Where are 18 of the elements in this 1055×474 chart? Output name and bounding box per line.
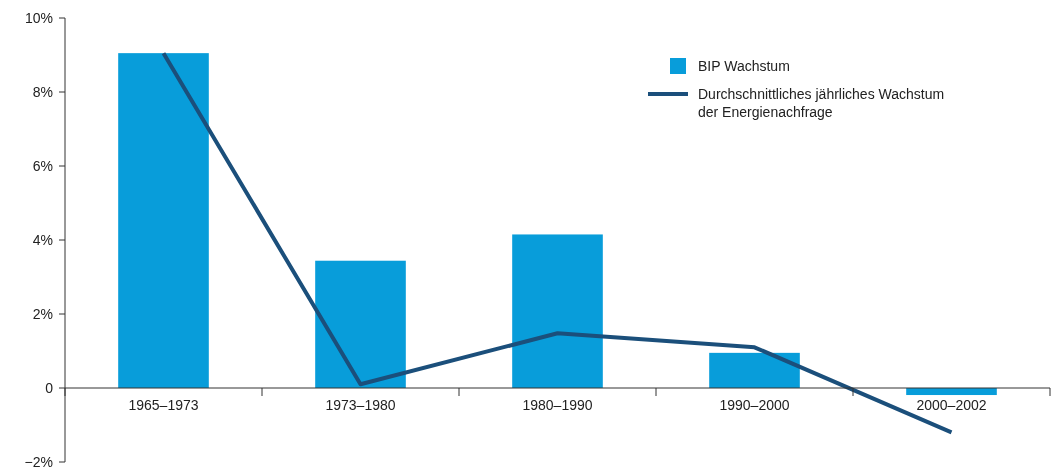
y-tick-label: 2% xyxy=(32,305,53,322)
x-tick-label: 1973–1980 xyxy=(325,397,396,413)
y-tick-label: 8% xyxy=(32,83,53,100)
y-tick-label: −2% xyxy=(24,453,53,470)
legend-label: Durchschnittliches jährliches Wachstum der Energienachfrage xyxy=(698,85,945,121)
bar xyxy=(512,234,603,388)
x-tick-label: 1965–1973 xyxy=(128,397,199,413)
y-tick-label: 4% xyxy=(32,231,53,248)
y-tick-label: 0 xyxy=(45,379,54,396)
bar xyxy=(315,260,406,388)
x-tick-label: 1980–1990 xyxy=(522,397,593,413)
bar xyxy=(118,53,209,388)
x-tick-label: 2000–2002 xyxy=(916,397,987,413)
y-tick-label: 6% xyxy=(32,157,53,174)
x-tick-label: 1990–2000 xyxy=(719,397,790,413)
y-tick-label: 10% xyxy=(24,9,53,26)
legend-label: BIP Wachstum xyxy=(698,57,790,74)
bar xyxy=(709,352,800,388)
